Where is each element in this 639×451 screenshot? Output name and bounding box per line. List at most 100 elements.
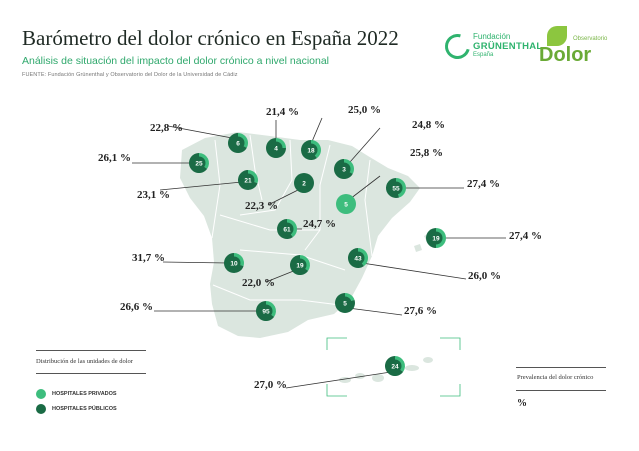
prevalence-label: 24,7 % <box>303 218 336 230</box>
legend-rule-top <box>36 350 146 351</box>
region-donut: 18 <box>301 140 321 160</box>
region-donut: 25 <box>189 153 209 174</box>
donut-center <box>337 162 351 176</box>
unit-count-label: 24 <box>391 363 399 370</box>
source-note: FUENTE: Fundación Grünenthal y Observato… <box>22 72 238 78</box>
unit-count-label: 95 <box>262 308 270 315</box>
prevalence-label: 31,7 % <box>132 252 165 264</box>
region-donut: 24 <box>385 356 405 377</box>
region-donut: 6 <box>227 133 248 153</box>
prevalence-label: 25,0 % <box>348 104 381 116</box>
region-donut: 61 <box>276 219 297 239</box>
grunenthal-logo-line2: GRÜNENTHAL <box>473 41 543 52</box>
leader-line <box>265 269 297 283</box>
legend-rule-bottom <box>36 373 146 374</box>
unit-count-label: 4 <box>274 145 278 152</box>
donut-center <box>241 173 255 187</box>
observatorio-logo-line1: Observatorio <box>573 36 608 42</box>
leader-line <box>285 371 392 389</box>
prevalence-label: 22,0 % <box>242 277 275 289</box>
prevalence-label: 23,1 % <box>137 189 170 201</box>
unit-count-label: 10 <box>230 260 238 267</box>
leader-line <box>167 125 233 139</box>
prevalence-label: 26,6 % <box>120 301 153 313</box>
donut-center <box>269 141 283 155</box>
unit-count-label: 6 <box>236 140 240 147</box>
region-donut: 95 <box>255 301 276 321</box>
leader-line <box>349 175 381 200</box>
donut-center <box>192 156 206 170</box>
grunenthal-logo-line3: España <box>473 52 494 58</box>
donut-center <box>297 176 311 190</box>
region-donut: 19 <box>290 255 310 275</box>
donut-center <box>231 136 245 150</box>
leader-line <box>162 261 229 264</box>
donut-center <box>304 143 318 157</box>
prevalence-label: 21,4 % <box>266 106 299 118</box>
unit-count-label: 2 <box>302 180 306 187</box>
unit-count-label: 43 <box>354 255 362 262</box>
unit-count-label: 19 <box>296 262 304 269</box>
prevalence-label: 27,0 % <box>254 379 287 391</box>
region-donut: 4 <box>266 138 286 158</box>
unit-count-label: 61 <box>283 226 291 233</box>
prevalence-rule-top <box>516 367 606 368</box>
canary-islands-shape <box>339 357 433 383</box>
unit-count-label: 21 <box>244 177 252 184</box>
leader-line <box>159 181 243 191</box>
unit-count-label: 55 <box>392 185 400 192</box>
prevalence-label: 26,1 % <box>98 152 131 164</box>
legend-private-swatch <box>36 389 46 399</box>
region-donut: 43 <box>347 248 368 269</box>
leader-line <box>361 262 467 280</box>
prevalence-label: 22,3 % <box>245 200 278 212</box>
donut-center <box>429 231 443 245</box>
observatorio-logo-line2: Dolor <box>539 44 592 66</box>
leaf-icon <box>547 26 567 46</box>
legend-public-swatch <box>36 404 46 414</box>
unit-count-label: 19 <box>432 235 440 242</box>
unit-count-label: 5 <box>344 201 348 208</box>
donut-center <box>339 197 353 211</box>
donut-center <box>259 304 273 318</box>
legend-private-label: HOSPITALES PRIVADOS <box>52 391 117 397</box>
prevalence-label: 26,0 % <box>468 270 501 282</box>
leader-line <box>347 307 403 316</box>
prevalence-label: 25,8 % <box>410 147 443 159</box>
legend-public-label: HOSPITALES PÚBLICOS <box>52 406 117 412</box>
peninsula-shape <box>180 132 420 338</box>
region-donut: 19 <box>426 228 446 248</box>
donut-center <box>280 222 294 236</box>
donut-center <box>389 181 403 195</box>
page-title: Barómetro del dolor crónico en España 20… <box>22 26 399 50</box>
region-donut: 5 <box>334 293 355 314</box>
prevalence-label: 27,4 % <box>467 178 500 190</box>
prevalence-rule-bottom <box>516 390 606 391</box>
region-donut: 21 <box>237 170 258 190</box>
region-donut: 55 <box>385 178 406 199</box>
prevalence-label: 27,4 % <box>509 230 542 242</box>
donut-center <box>388 359 402 373</box>
donut-center <box>293 258 307 272</box>
leader-line <box>310 117 323 145</box>
region-donut: 2 <box>294 173 314 193</box>
region-donut: 10 <box>224 253 244 273</box>
legend-title: Distribución de las unidades de dolor <box>36 358 133 365</box>
region-donut: 3 <box>333 159 354 179</box>
prevalence-unit: % <box>517 398 527 409</box>
prevalence-label: 24,8 % <box>412 119 445 131</box>
page-subtitle: Análisis de situación del impacto del do… <box>22 55 330 67</box>
unit-count-label: 25 <box>195 160 203 167</box>
donut-center <box>338 296 352 310</box>
donut-center <box>351 251 365 265</box>
prevalence-title: Prevalencia del dolor crónico <box>517 374 594 381</box>
unit-count-label: 3 <box>342 166 346 173</box>
unit-count-label: 5 <box>343 300 347 307</box>
prevalence-label: 27,6 % <box>404 305 437 317</box>
grunenthal-logo-line1: Fundación <box>473 32 511 41</box>
grunenthal-logo: Fundación GRÜNENTHAL España <box>440 29 543 66</box>
prevalence-label: 22,8 % <box>150 122 183 134</box>
region-donut: 5 <box>336 194 356 214</box>
observatorio-logo: Observatorio Dolor <box>537 24 609 68</box>
